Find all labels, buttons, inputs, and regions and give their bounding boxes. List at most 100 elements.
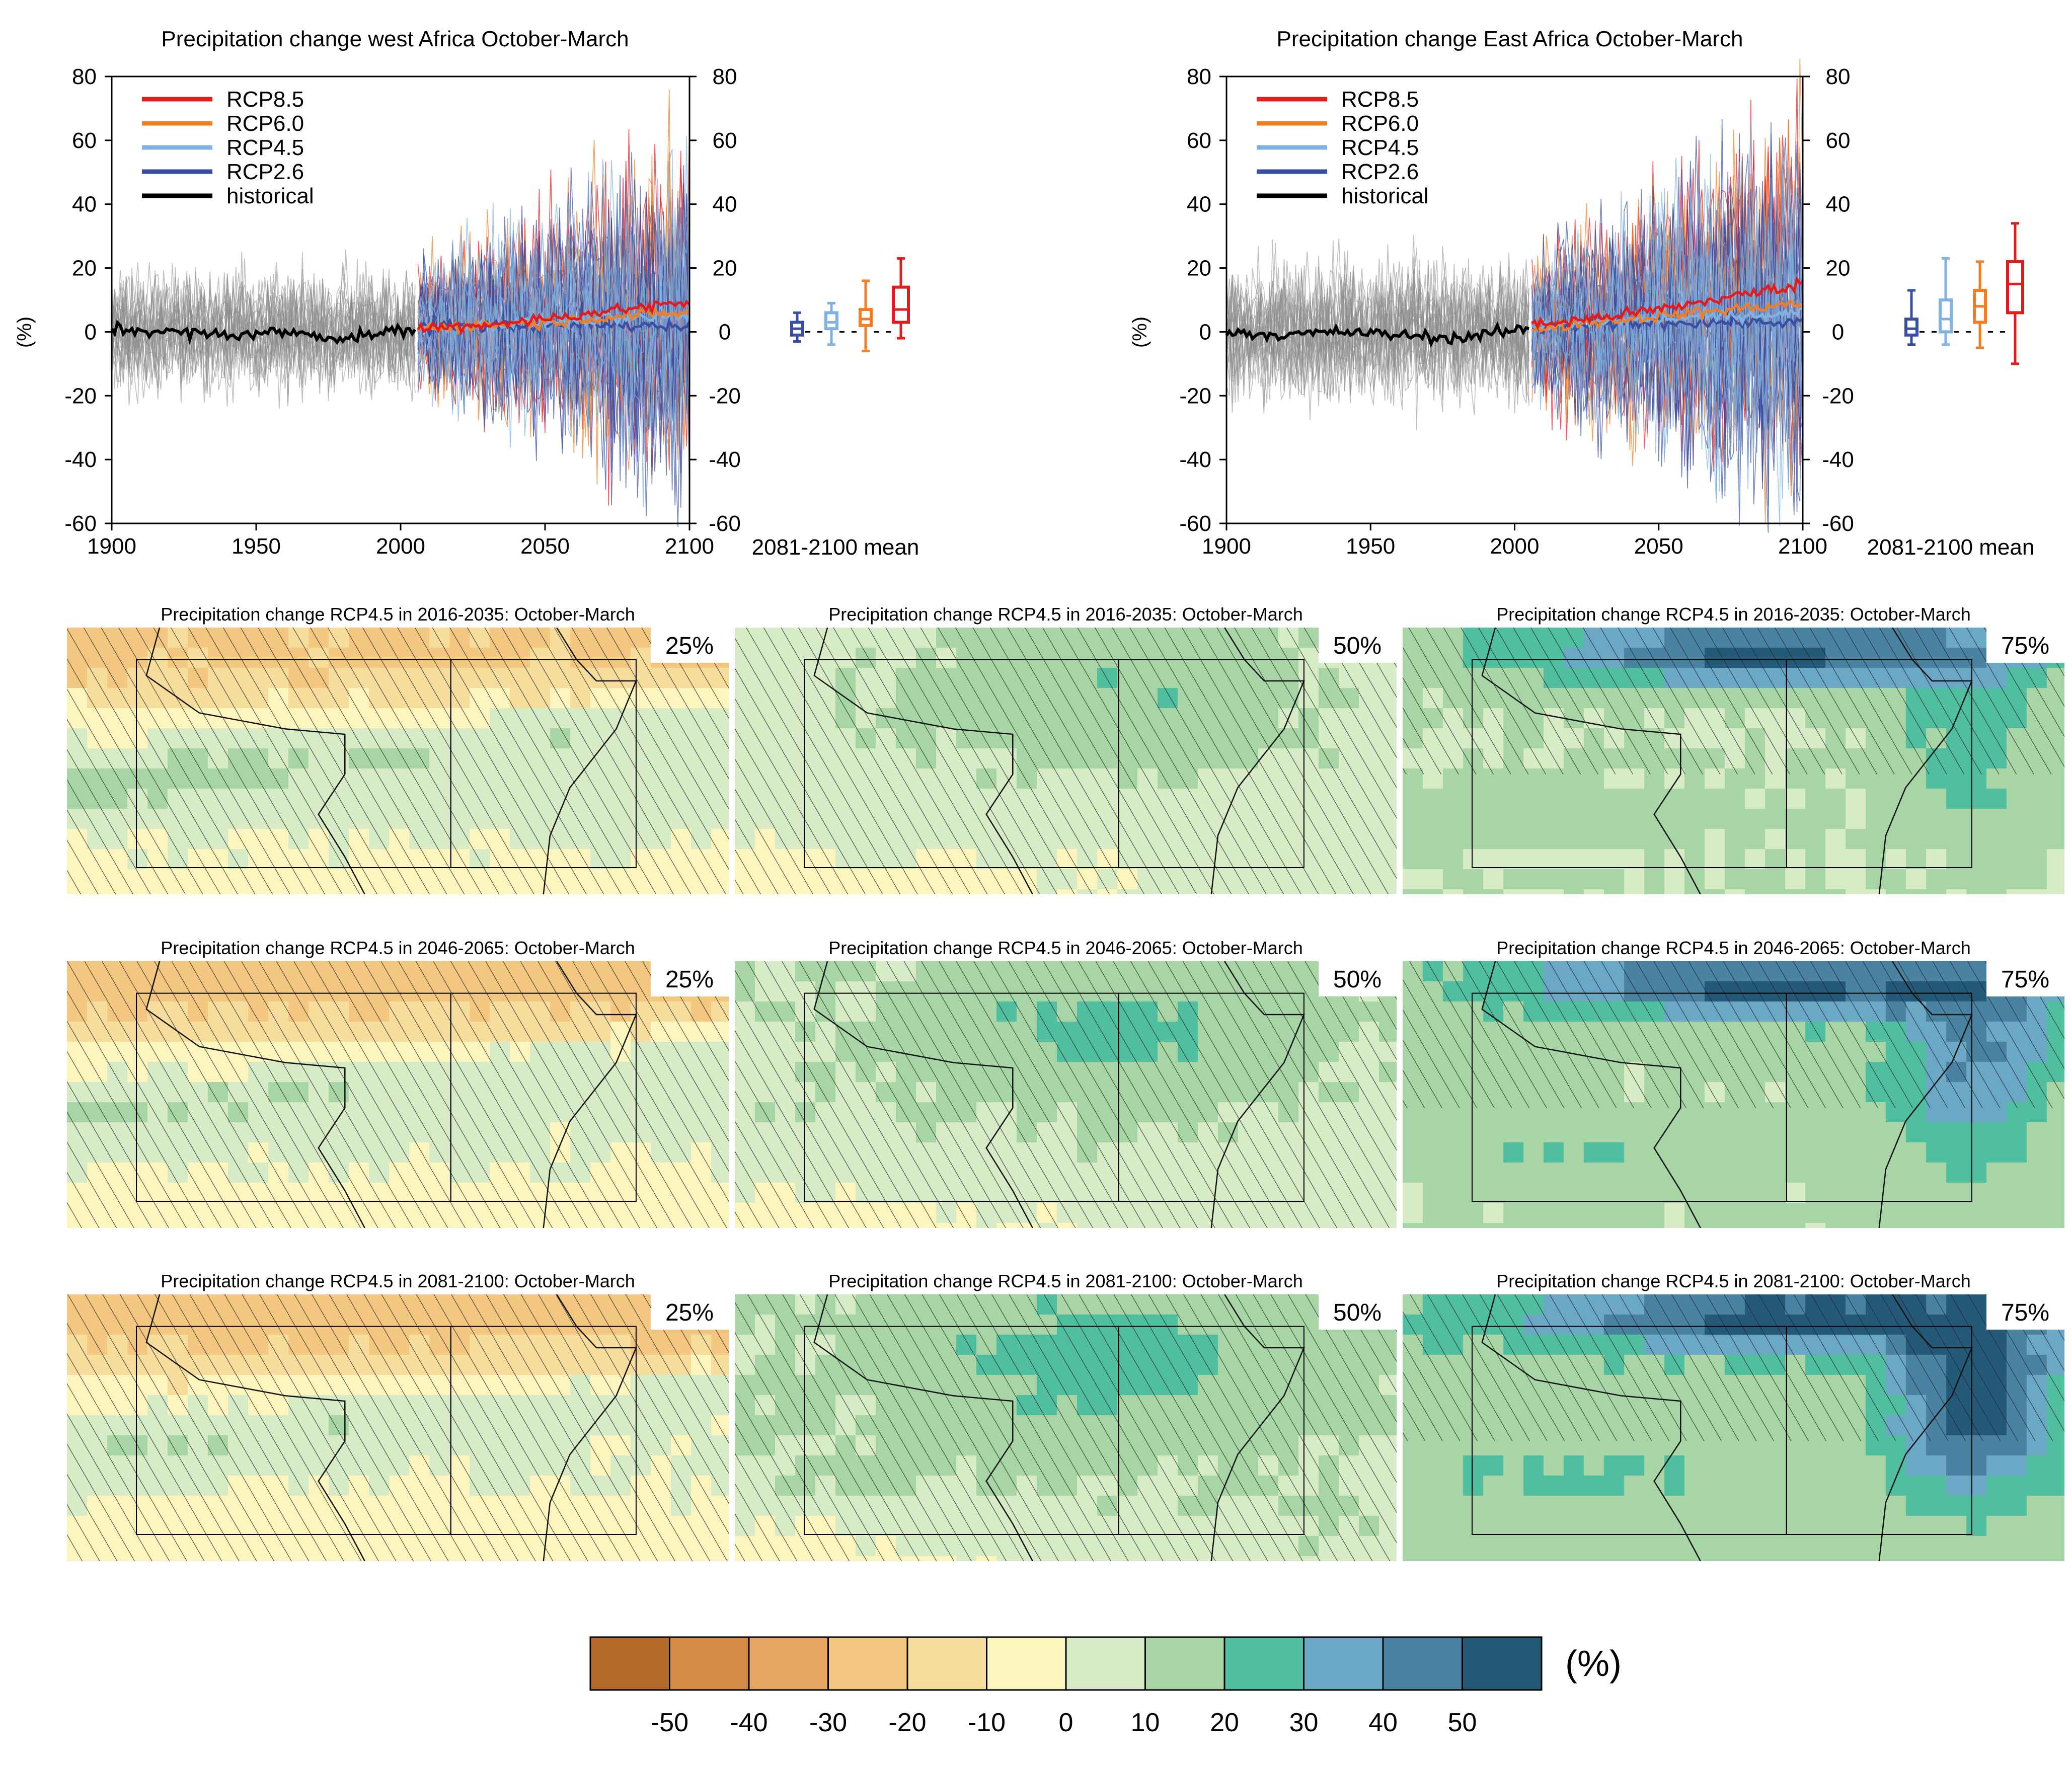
- map-cell: [1805, 1556, 1826, 1561]
- map-cell: [1423, 1556, 1443, 1561]
- map-cell: [1866, 1223, 1886, 1228]
- map-cell: [1805, 1183, 1826, 1203]
- coastline-west: [813, 628, 1033, 894]
- map-cell: [1765, 789, 1786, 809]
- map-cell: [1785, 869, 1806, 890]
- map-cell: [1825, 1163, 1846, 1183]
- coastline-west: [1481, 961, 1701, 1228]
- mean-line-rcp85: [1531, 276, 1804, 331]
- map-cell: [1906, 1203, 1927, 1223]
- y-tick-label-right: -20: [709, 383, 741, 408]
- map-grid: 25% Precipitation change RCP4.5 in 2016-2…: [67, 604, 2064, 1561]
- legend-label: RCP8.5: [1341, 87, 1419, 112]
- x-tick-label: 2000: [376, 534, 425, 559]
- map-cell: [1866, 809, 1886, 829]
- map-cell: [1765, 869, 1786, 890]
- colorbar-ticks: -50 -40 -30 -20 -10 0 10 20 30 40 50: [651, 1708, 1477, 1737]
- map-cell: [1684, 1142, 1705, 1163]
- legend-label: historical: [1341, 184, 1429, 208]
- region-box-east: [450, 992, 637, 1202]
- map-cell: [1825, 889, 1846, 894]
- map-cell: [1986, 1223, 2007, 1228]
- map-cell: [1725, 889, 1745, 894]
- map-cell: [1745, 1476, 1766, 1496]
- map-cell: [1463, 809, 1484, 829]
- map-cell: [1544, 1556, 1564, 1561]
- map-cell: [1805, 849, 1826, 870]
- map-cell: [1544, 849, 1564, 870]
- y-tick-label-left: 0: [1199, 320, 1211, 344]
- coastline-east: [1210, 1294, 1305, 1561]
- percentile-label-bg: [1319, 628, 1397, 663]
- scenario-member-line: [1531, 170, 1803, 466]
- map-cell: [1604, 1455, 1625, 1476]
- boxplot-box: [824, 311, 838, 331]
- percentile-label: 75%: [2001, 633, 2049, 659]
- map-cell: [1463, 1203, 1484, 1223]
- percentile-label-bg: [1986, 1294, 2064, 1330]
- map-cell: [1403, 1183, 1423, 1203]
- percentile-label-bg: [651, 1294, 729, 1330]
- map-cell: [1503, 1223, 1524, 1228]
- map-cell: [1926, 1496, 1947, 1516]
- map-cell: [1846, 1536, 1866, 1557]
- map-cell: [1886, 889, 1906, 894]
- map-cell: [1825, 809, 1846, 829]
- map-cell: [1825, 1556, 1846, 1561]
- legend-label: RCP4.5: [1341, 135, 1419, 160]
- map-cell: [2047, 1183, 2064, 1203]
- map-cell: [2007, 1122, 2027, 1143]
- x-tick-label: 2000: [1490, 534, 1540, 559]
- map-cell: [1463, 1122, 1484, 1143]
- map-cell: [1564, 1516, 1584, 1536]
- map-cell: [1886, 1556, 1906, 1561]
- map-cell: [2047, 1223, 2064, 1228]
- map-cell: [1725, 1223, 1745, 1228]
- map-cell: [1946, 1496, 1967, 1516]
- map-cell: [1705, 1476, 1725, 1496]
- map-cell: [1584, 1142, 1604, 1163]
- map-cell: [1604, 1122, 1625, 1143]
- colorbar-swatch: [906, 1636, 987, 1691]
- map-cell: [1624, 1536, 1645, 1557]
- map-cell: [2007, 1183, 2027, 1203]
- map-cell: [2047, 829, 2064, 850]
- map-cell: [1403, 789, 1423, 809]
- map-cell: [1403, 809, 1423, 829]
- map-cell: [1805, 809, 1826, 829]
- map-cell: [1443, 1142, 1464, 1163]
- map-cell: [1664, 1163, 1685, 1183]
- map-cell: [1705, 789, 1725, 809]
- y-tick-label-right: 80: [713, 64, 737, 89]
- map-cell: [1523, 1556, 1544, 1561]
- map-cell: [1604, 869, 1625, 890]
- map-cell: [1604, 809, 1625, 829]
- map-cell: [1483, 1496, 1504, 1516]
- map-cell: [1866, 889, 1886, 894]
- map-cell: [1604, 1142, 1625, 1163]
- map-cell: [1705, 1516, 1725, 1536]
- map-cell: [1986, 869, 2007, 890]
- map-cell: [1946, 1203, 1967, 1223]
- map-cell: [1684, 1536, 1705, 1557]
- scenario-member-line: [417, 187, 690, 498]
- map-cell: [1866, 1455, 1886, 1476]
- map-cell: [1423, 1223, 1443, 1228]
- boxplot-rcp26: [790, 311, 804, 343]
- colorbar-legend: -50 -40 -30 -20 -10 0 10 20 30 40 50 (%): [589, 1636, 1622, 1737]
- percentile-label: 50%: [1333, 633, 1382, 659]
- y-tick-label-right: -20: [1822, 383, 1854, 408]
- colorbar-tick-label: -50: [651, 1708, 688, 1737]
- map-cell: [1403, 1476, 1423, 1496]
- map-cell: [2007, 1223, 2027, 1228]
- boxplot-box: [892, 285, 910, 324]
- map-cell: [1986, 789, 2007, 809]
- region-box-east: [1786, 992, 1972, 1202]
- boxplot-rcp85: [892, 257, 910, 340]
- map-cell: [1604, 1496, 1625, 1516]
- x-tick-label: 2100: [1778, 534, 1827, 559]
- map-cell: [1624, 1455, 1645, 1476]
- map-cell: [1745, 1122, 1766, 1143]
- legend-label: historical: [226, 184, 314, 208]
- map-cell: [1423, 1536, 1443, 1557]
